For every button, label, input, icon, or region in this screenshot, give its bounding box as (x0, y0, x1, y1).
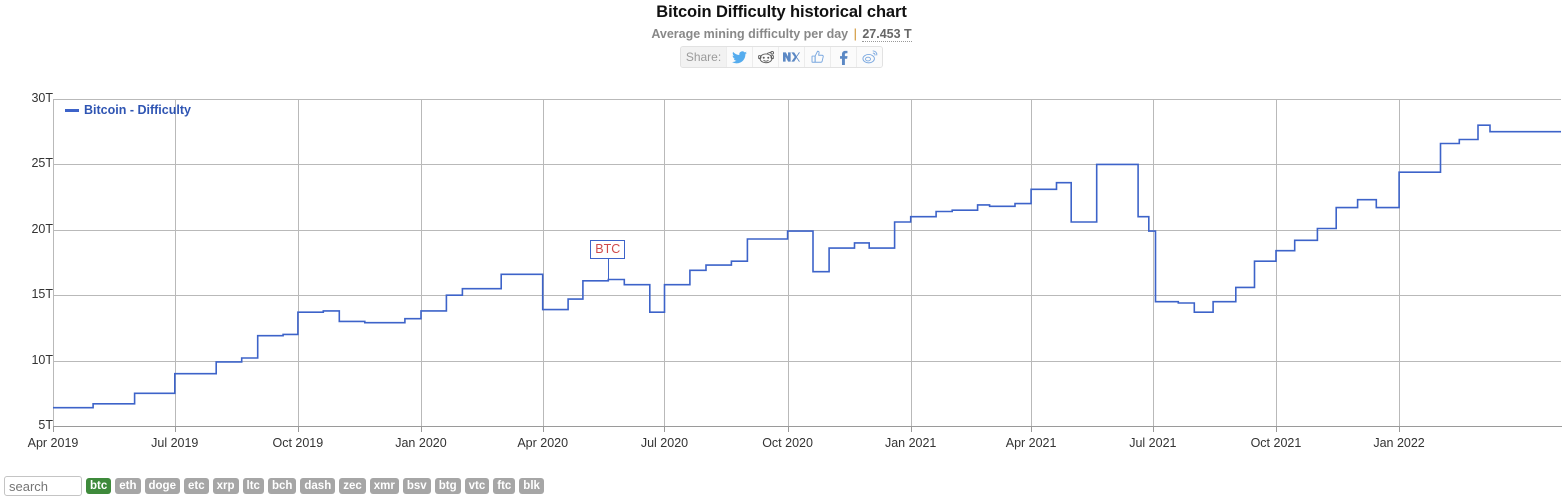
gridline-vertical (297, 99, 299, 426)
coin-tag-bsv[interactable]: bsv (402, 478, 431, 494)
facebook-icon[interactable] (830, 47, 857, 67)
legend-label: Bitcoin - Difficulty (84, 103, 191, 117)
coin-tag-eth[interactable]: eth (115, 478, 141, 494)
coin-tag-blk[interactable]: blk (519, 478, 544, 494)
coin-tag-dash[interactable]: dash (300, 478, 336, 494)
x-tick-mark (174, 427, 176, 432)
share-bar: Share: (679, 46, 884, 68)
subtitle-separator: | (853, 27, 857, 41)
y-tick-label: 25T (31, 156, 53, 171)
btc-annotation-label[interactable]: BTC (590, 239, 626, 259)
gridline-horizontal (53, 295, 1561, 297)
x-tick-mark (664, 427, 666, 432)
chart-header: Bitcoin Difficulty historical chart Aver… (0, 0, 1563, 68)
gridline-vertical (420, 99, 422, 426)
y-tick-label: 15T (31, 287, 53, 302)
x-tick-mark (787, 427, 789, 432)
x-tick-label: Apr 2020 (517, 436, 569, 450)
coin-tag-btg[interactable]: btg (434, 478, 461, 494)
x-tick-mark (420, 427, 422, 432)
gridline-vertical (1275, 99, 1277, 426)
x-tick-mark (1152, 427, 1154, 432)
gridline-vertical (174, 99, 176, 426)
x-tick-mark (910, 427, 912, 432)
difficulty-line-series (53, 124, 1561, 409)
x-tick-mark (1399, 427, 1401, 432)
x-tick-label: Jul 2020 (640, 436, 689, 450)
chart-subtitle: Average mining difficulty per day | 27.4… (0, 25, 1563, 43)
x-tick-mark (53, 427, 54, 432)
y-tick-label: 30T (31, 91, 53, 105)
reddit-icon[interactable] (752, 47, 779, 67)
coin-tag-btc[interactable]: btc (86, 478, 112, 494)
x-tick-label: Jan 2022 (1373, 436, 1425, 450)
x-tick-label: Jan 2020 (395, 436, 447, 450)
x-tick-label: Oct 2019 (272, 436, 324, 450)
x-tick-mark (1031, 427, 1033, 432)
legend-color-swatch (65, 108, 79, 112)
x-tick-mark (297, 427, 299, 432)
page-title: Bitcoin Difficulty historical chart (656, 3, 907, 21)
gridline-vertical (1152, 99, 1154, 426)
twitter-icon[interactable] (726, 47, 753, 67)
coin-tag-vtc[interactable]: vtc (464, 478, 490, 494)
vk-icon[interactable] (778, 47, 805, 67)
x-tick-label: Apr 2021 (1005, 436, 1057, 450)
current-difficulty-value[interactable]: 27.453 T (862, 27, 912, 42)
gridline-vertical (787, 99, 789, 426)
coin-tag-ftc[interactable]: ftc (493, 478, 516, 494)
chart-legend[interactable]: Bitcoin - Difficulty (65, 103, 191, 117)
coin-tag-xmr[interactable]: xmr (369, 478, 399, 494)
annotation-leader-line (608, 258, 610, 279)
x-tick-mark (542, 427, 544, 432)
x-tick-mark (1275, 427, 1277, 432)
coin-tag-list: btc eth doge etc xrp ltc bch dash zec xmr bsv btg vt… (86, 478, 544, 494)
plot-area[interactable]: Bitcoin - Difficulty BTC (53, 99, 1561, 426)
chart-container: Difficulty Bitcoin - Difficulty BTC 5T10… (0, 84, 1563, 474)
gridline-horizontal (53, 164, 1561, 166)
gridline-horizontal (53, 229, 1561, 231)
coin-tag-ltc[interactable]: ltc (242, 478, 264, 494)
x-tick-label: Jul 2021 (1129, 436, 1177, 450)
x-tick-label: Apr 2019 (27, 436, 79, 450)
coin-selector-toolbar: btcethdogeetcxrpltcbchdashzecxmrbsvbtgvt… (4, 476, 544, 496)
y-tick-label: 10T (31, 352, 53, 367)
x-tick-label: Jul 2019 (151, 436, 199, 450)
coin-tag-bch[interactable]: bch (267, 478, 297, 494)
gridline-vertical (664, 99, 666, 426)
x-axis-line (53, 426, 1562, 427)
x-tick-label: Oct 2020 (762, 436, 813, 450)
gridline-vertical (542, 99, 544, 426)
weibo-icon[interactable] (856, 47, 883, 67)
x-tick-label: Oct 2021 (1250, 436, 1302, 450)
coin-tag-etc[interactable]: etc (183, 478, 209, 494)
y-tick-label: 5T (38, 418, 53, 432)
subtitle-text: Average mining difficulty per day (651, 27, 849, 41)
gridline-horizontal (53, 360, 1561, 362)
thumbs-up-icon[interactable] (804, 47, 831, 67)
share-label: Share: (680, 47, 727, 67)
coin-tag-doge[interactable]: doge (144, 478, 180, 494)
coin-tag-xrp[interactable]: xrp (212, 478, 239, 494)
gridline-horizontal (53, 99, 1561, 100)
gridline-vertical (53, 99, 54, 426)
gridline-vertical (910, 99, 912, 426)
x-tick-label: Jan 2021 (884, 436, 937, 450)
y-tick-label: 20T (31, 221, 53, 236)
gridline-vertical (1399, 99, 1401, 426)
gridline-vertical (1031, 99, 1033, 426)
search-input[interactable] (4, 476, 82, 496)
coin-tag-zec[interactable]: zec (339, 478, 366, 494)
